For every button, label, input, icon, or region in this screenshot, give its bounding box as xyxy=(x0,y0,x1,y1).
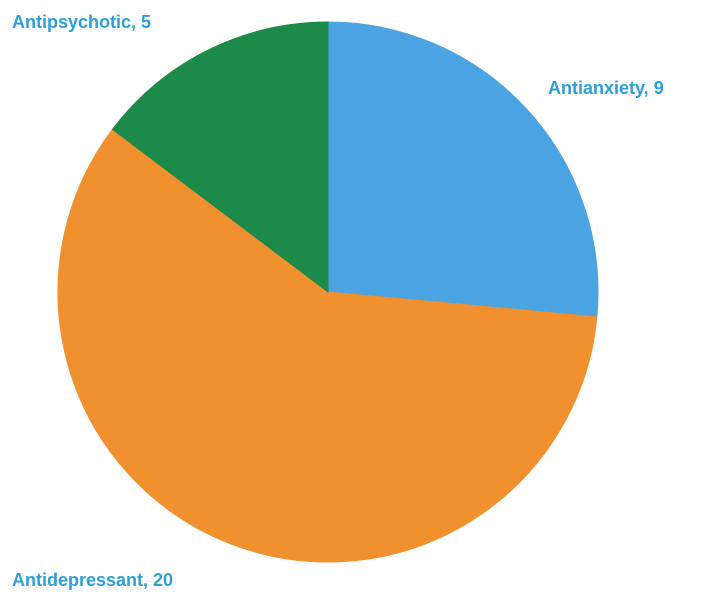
pie-labels: Antianxiety, 9 Antidepressant, 20 Antips… xyxy=(12,12,664,590)
pie-slice-antidepressant xyxy=(57,128,598,563)
pie-slices xyxy=(57,21,599,563)
slice-label-antidepressant: Antidepressant, 20 xyxy=(12,570,173,590)
pie-slice-antipsychotic xyxy=(111,21,329,294)
slice-label-antipsychotic: Antipsychotic, 5 xyxy=(12,12,151,32)
pie-slice-antianxiety xyxy=(327,21,599,318)
slice-label-antianxiety: Antianxiety, 9 xyxy=(548,78,664,98)
